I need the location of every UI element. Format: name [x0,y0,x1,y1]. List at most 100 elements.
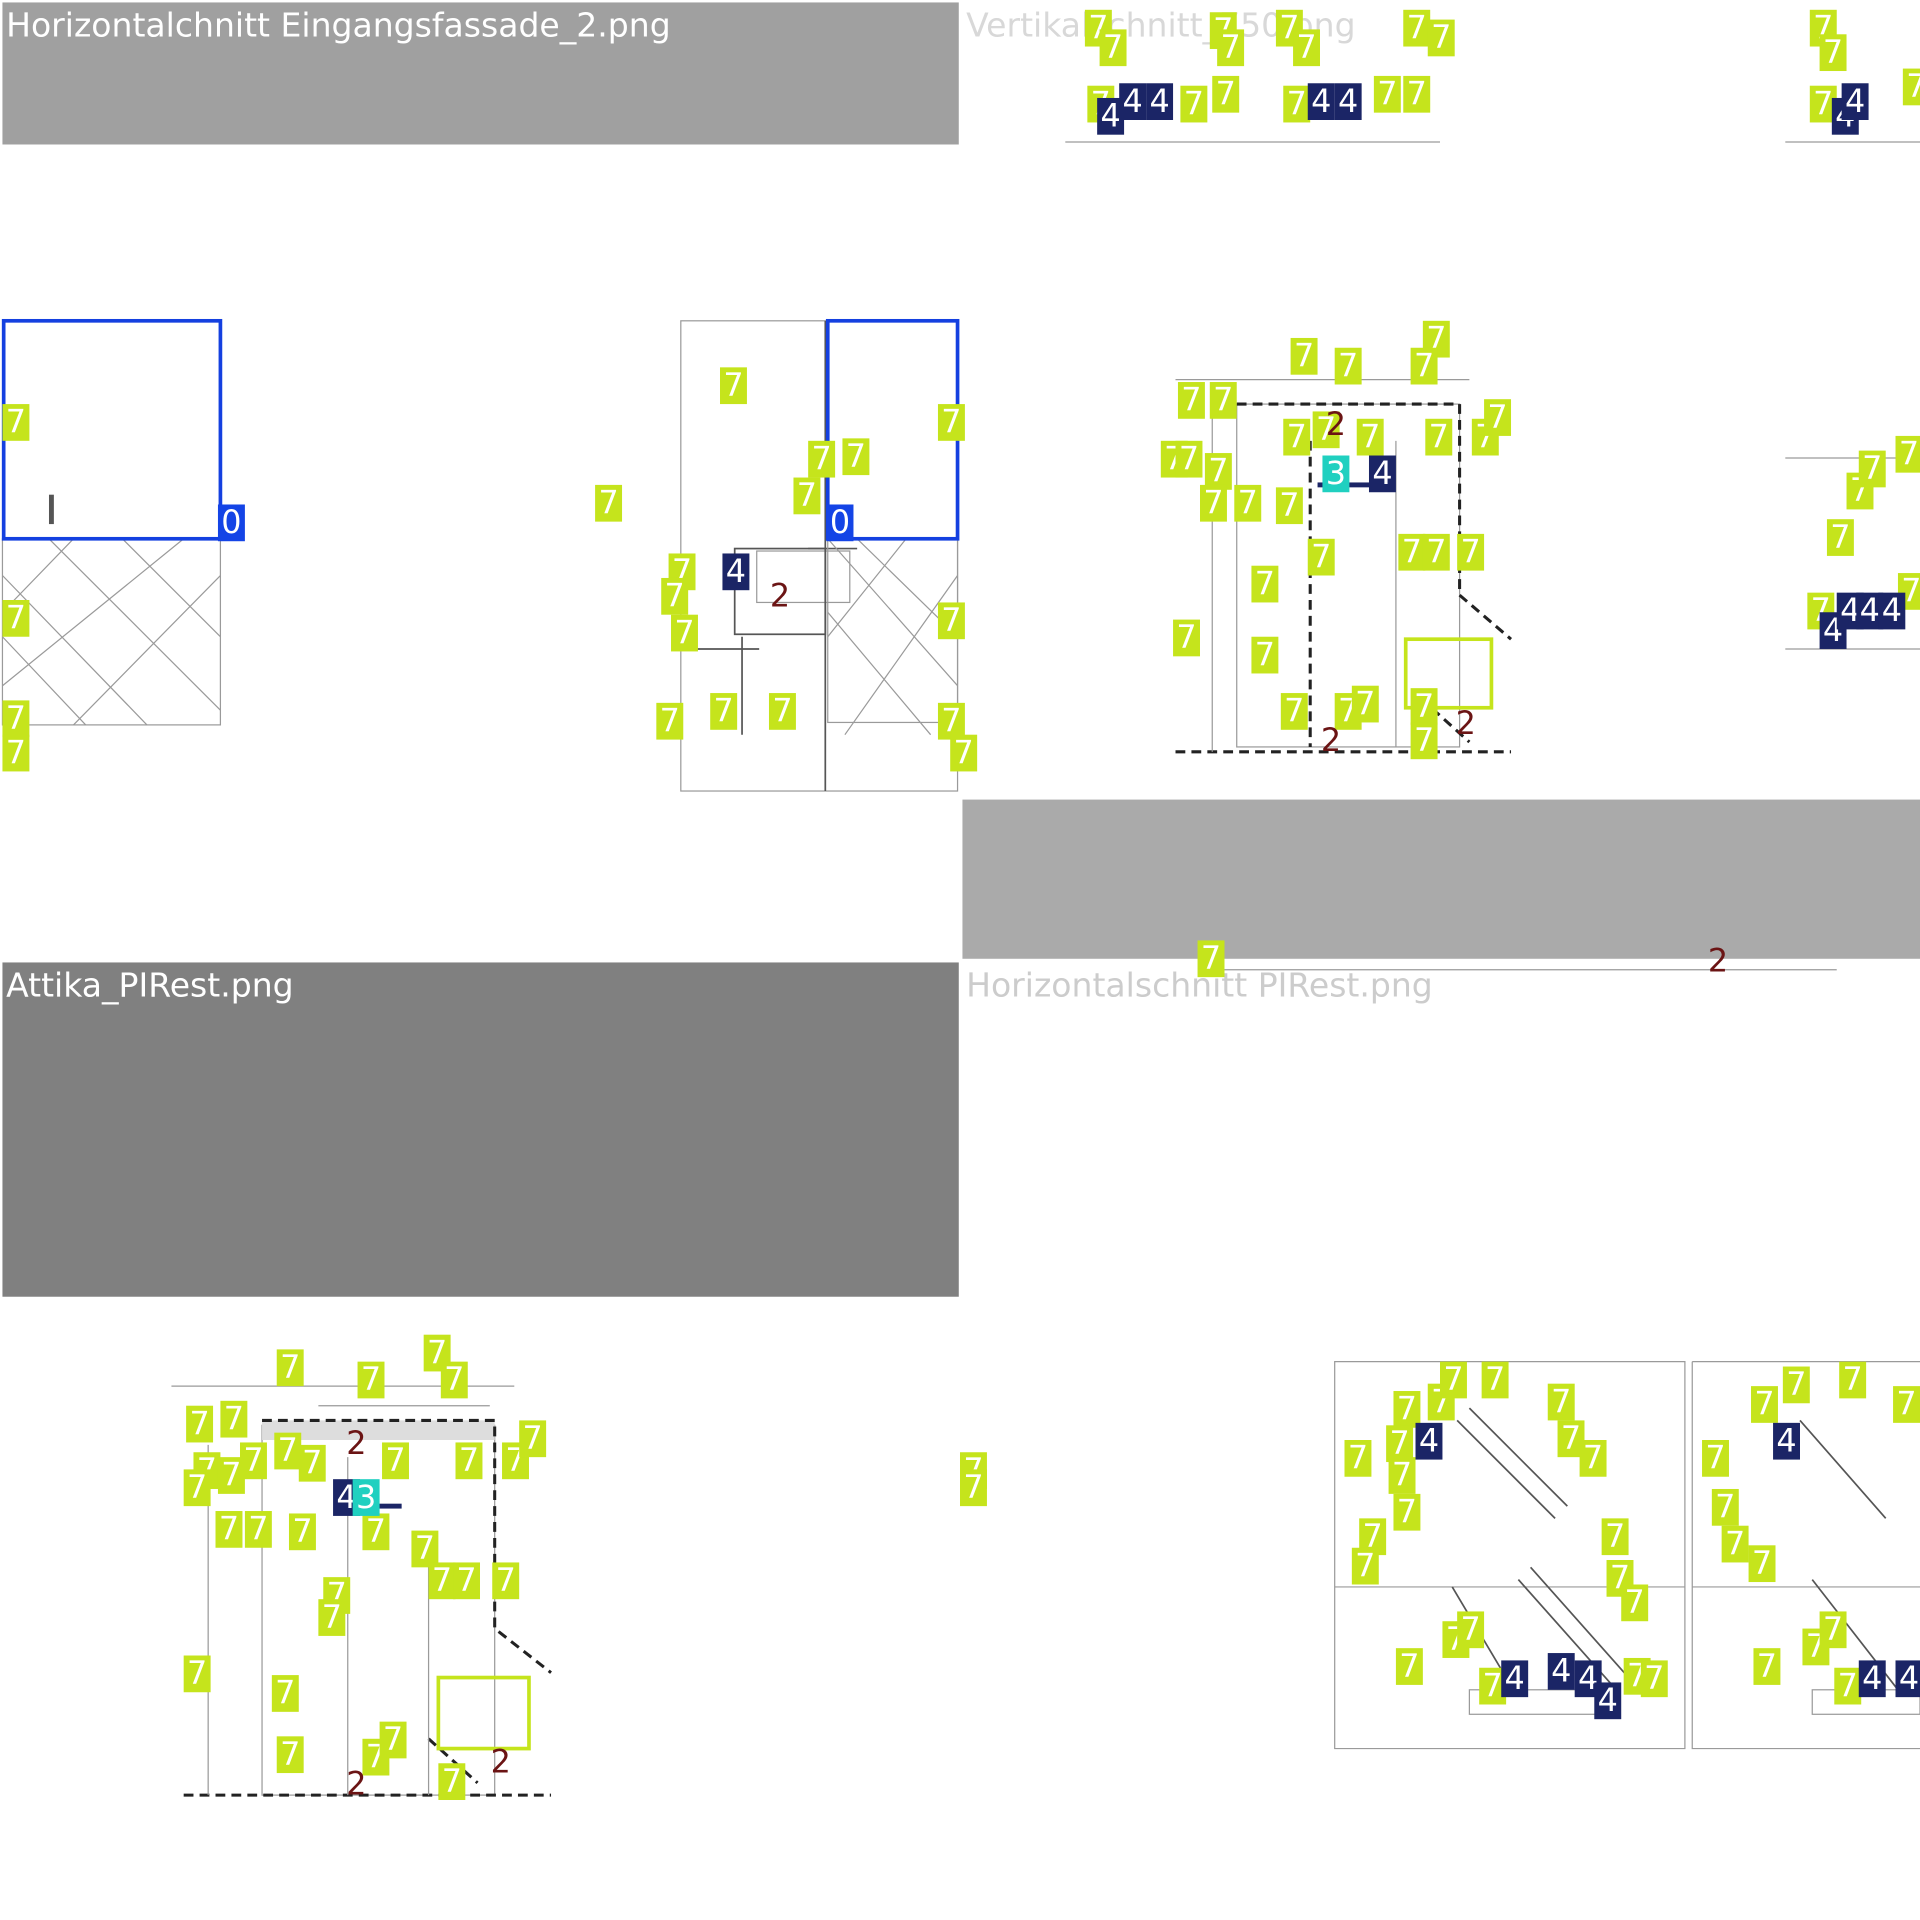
annotation-box [1425,418,1453,456]
annotation-box [1748,1545,1776,1583]
annotation-label: 4 [1123,82,1143,120]
annotation-box [1721,1525,1749,1563]
annotation-box [1702,1440,1729,1477]
annotation-label: 7 [456,1561,476,1599]
annotation-box [2,404,30,441]
annotation-label: 7 [442,1762,462,1800]
annotation-label: 7 [1625,1583,1645,1621]
annotation-label: 7 [846,437,866,475]
annotation-box [1307,83,1335,120]
annotation-label: 7 [444,1360,464,1398]
annotation-label: 7 [1355,684,1375,722]
annotation-label: 7 [366,1512,386,1550]
drawing [962,141,1920,971]
annotation-box [298,1444,326,1482]
annotation-box [1307,538,1335,576]
annotation-box [2,734,30,772]
annotation-label: 7 [1392,1456,1412,1494]
annotation-box [240,1442,267,1480]
annotation-label: 7 [1414,721,1434,759]
annotation-label: 4 [1862,1659,1882,1697]
annotation-box [661,577,689,615]
annotation-label: 7 [361,1360,381,1398]
annotation-box [1200,484,1227,522]
annotation-box [1334,83,1362,120]
image-title: Attika_PIRest.png [6,965,294,1004]
annotation-box [1902,68,1920,106]
annotation-box [656,702,684,740]
annotation-box [1481,1361,1509,1399]
annotation-box [244,1511,272,1548]
annotation-box [1388,1457,1416,1494]
drawing [1,2,960,792]
annotation-box [1819,34,1847,72]
annotation-label: 7 [674,613,694,651]
annotation-label: 7 [941,403,961,441]
annotation-box [519,1420,547,1458]
annotation-label: 7 [598,483,618,521]
annotation-label: 7 [1397,1390,1417,1428]
annotation-box [1395,1648,1423,1685]
annotation-box [276,1736,304,1774]
annotation-label: 7 [941,601,961,639]
annotation-label: 2 [346,1764,366,1802]
annotation-box [411,1530,439,1568]
annotation-box [1212,75,1240,113]
annotation-box [1204,453,1232,490]
annotation-box [1640,1660,1668,1698]
annotation-box [1356,418,1384,456]
annotation-label: 7 [1287,417,1307,455]
annotation-box [1312,411,1340,449]
annotation-box [2,700,30,738]
annotation-label: 7 [1389,1424,1409,1462]
annotation-box [1410,688,1438,725]
annotation-label: 7 [1179,439,1199,477]
annotation-label: 7 [1238,483,1258,521]
annotation-label: 7 [385,1441,405,1479]
annotation-label: 7 [1220,28,1240,66]
annotation-label: 4 [336,1478,356,1516]
annotation-label: 7 [496,1561,516,1599]
annotation-box [382,1442,409,1480]
annotation-label: 7 [1316,410,1336,448]
annotation-label: 7 [1862,449,1882,487]
annotation-label: 7 [1407,75,1427,113]
annotation-box [428,1562,456,1600]
annotation-box [217,504,245,542]
annotation-box [960,1469,987,1507]
annotation-label: 7 [1363,1517,1383,1555]
annotation-box [1457,533,1485,571]
annotation-box [1878,592,1906,630]
annotation-box [1579,1440,1607,1477]
annotation-box [1403,9,1431,47]
annotation-label: 7 [432,1561,452,1599]
annotation-label: 7 [459,1441,479,1479]
annotation-box [1893,1386,1920,1423]
annotation-label: 4 [1372,454,1392,492]
annotation-box [1290,337,1318,375]
annotation-box [1782,1366,1810,1404]
annotation-label: 7 [1443,1360,1463,1398]
annotation-box [793,477,821,515]
annotation-label: 7 [248,1510,268,1548]
annotation-box [1826,519,1854,556]
annotation-label: 7 [1216,75,1236,113]
annotation-label: 7 [954,733,974,771]
annotation-label: 7 [723,366,743,404]
annotation-box [1410,347,1438,385]
annotation-box [1773,1422,1800,1460]
annotation-box [1841,83,1869,120]
annotation-box [1858,450,1886,488]
annotation-box [1751,1386,1778,1423]
annotation-box [1403,75,1431,113]
annotation-box [276,1349,304,1387]
annotation-label: 7 [221,1456,241,1494]
annotation-label: 7 [1823,1610,1843,1648]
annotation-label: 7 [1399,1647,1419,1685]
annotation-label: 7 [1402,532,1422,570]
annotation-label: 7 [1460,532,1480,570]
annotation-label: 7 [280,1348,300,1386]
annotation-label: 7 [1715,1488,1735,1526]
annotation-label: 7 [6,699,26,737]
annotation-box [671,614,698,652]
